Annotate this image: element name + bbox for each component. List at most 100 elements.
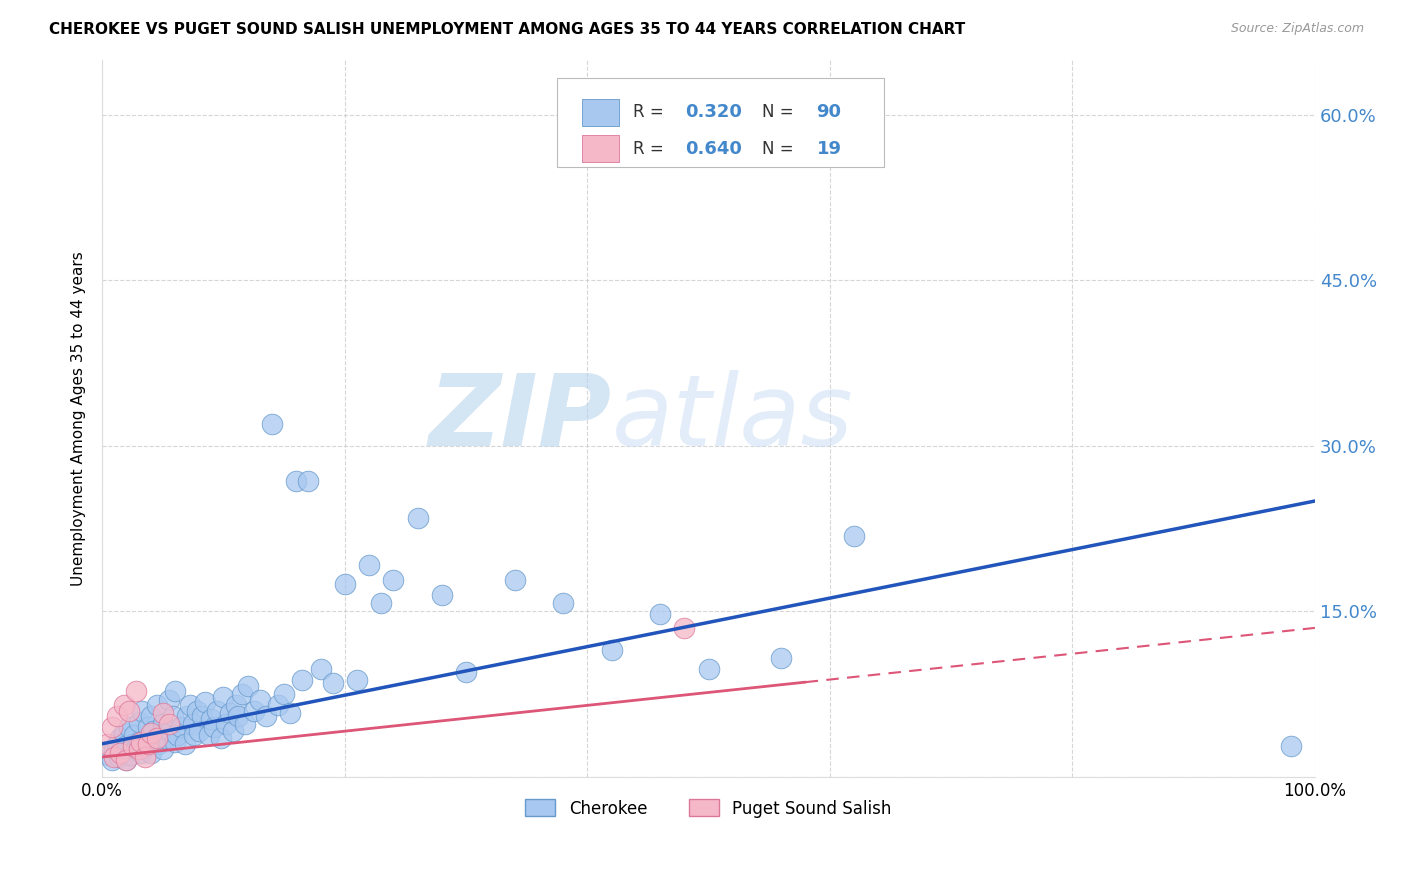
Point — [207, 704, 229, 718]
Point — [136, 737, 159, 751]
FancyBboxPatch shape — [557, 78, 884, 167]
Point — [121, 737, 143, 751]
Point — [183, 728, 205, 742]
Point — [503, 574, 526, 588]
Point — [129, 734, 152, 748]
Point — [162, 709, 184, 723]
Point — [170, 720, 193, 734]
Point — [149, 728, 172, 742]
Point — [103, 742, 125, 756]
Point — [152, 717, 174, 731]
Point — [186, 704, 208, 718]
Point — [212, 690, 235, 705]
Point — [243, 704, 266, 718]
FancyBboxPatch shape — [582, 135, 619, 162]
Text: 0.320: 0.320 — [686, 103, 742, 121]
Point — [122, 728, 145, 742]
Text: 90: 90 — [817, 103, 842, 121]
Point — [406, 510, 429, 524]
Point — [249, 692, 271, 706]
Point — [291, 673, 314, 687]
Point — [105, 737, 128, 751]
Point — [202, 720, 225, 734]
Point — [155, 731, 177, 746]
Point — [382, 574, 405, 588]
Point — [200, 713, 222, 727]
Text: Source: ZipAtlas.com: Source: ZipAtlas.com — [1230, 22, 1364, 36]
Point — [121, 739, 143, 753]
Point — [254, 709, 277, 723]
Point — [110, 746, 132, 760]
Point — [129, 746, 152, 760]
Point — [112, 725, 135, 739]
Point — [101, 753, 124, 767]
Point — [125, 742, 148, 756]
Point — [322, 676, 344, 690]
Point — [146, 731, 169, 746]
Text: 0.640: 0.640 — [686, 140, 742, 158]
Point — [198, 728, 221, 742]
Point — [697, 662, 720, 676]
Point — [454, 665, 477, 679]
Point — [115, 753, 138, 767]
Point — [159, 723, 181, 738]
Point — [226, 709, 249, 723]
Point — [101, 720, 124, 734]
Point — [173, 737, 195, 751]
Point — [120, 747, 142, 762]
Point — [163, 734, 186, 748]
Point — [96, 737, 118, 751]
Point — [278, 706, 301, 720]
Point — [136, 720, 159, 734]
Point — [218, 706, 240, 720]
Point — [143, 734, 166, 748]
Y-axis label: Unemployment Among Ages 35 to 44 years: Unemployment Among Ages 35 to 44 years — [72, 251, 86, 586]
Point — [146, 737, 169, 751]
Text: ZIP: ZIP — [429, 369, 612, 467]
Point — [231, 687, 253, 701]
Point — [166, 728, 188, 742]
Point — [105, 709, 128, 723]
Point — [233, 717, 256, 731]
Point — [157, 692, 180, 706]
Point — [118, 720, 141, 734]
Text: 19: 19 — [817, 140, 842, 158]
Point — [188, 723, 211, 738]
Point — [128, 734, 150, 748]
Point — [157, 717, 180, 731]
Point — [134, 750, 156, 764]
Point — [125, 683, 148, 698]
Point — [225, 698, 247, 713]
Text: CHEROKEE VS PUGET SOUND SALISH UNEMPLOYMENT AMONG AGES 35 TO 44 YEARS CORRELATIO: CHEROKEE VS PUGET SOUND SALISH UNEMPLOYM… — [49, 22, 966, 37]
Point — [181, 717, 204, 731]
Point — [267, 698, 290, 713]
Text: N =: N = — [762, 140, 799, 158]
Text: atlas: atlas — [612, 369, 853, 467]
Point — [110, 746, 132, 760]
Point — [190, 709, 212, 723]
Legend: Cherokee, Puget Sound Salish: Cherokee, Puget Sound Salish — [517, 791, 900, 826]
Point — [430, 588, 453, 602]
Point — [176, 709, 198, 723]
Point — [551, 595, 574, 609]
Point — [97, 747, 120, 762]
Point — [142, 723, 165, 738]
Point — [108, 750, 131, 764]
Point — [333, 576, 356, 591]
Point — [1279, 739, 1302, 753]
Point — [152, 706, 174, 720]
Point — [110, 731, 132, 746]
FancyBboxPatch shape — [582, 99, 619, 126]
Point — [285, 474, 308, 488]
Point — [273, 687, 295, 701]
Point — [152, 742, 174, 756]
Point — [297, 474, 319, 488]
Point — [139, 746, 162, 760]
Point — [112, 698, 135, 713]
Point — [128, 742, 150, 756]
Point — [770, 650, 793, 665]
Point — [103, 750, 125, 764]
Text: R =: R = — [633, 103, 669, 121]
Point — [139, 709, 162, 723]
Point — [236, 679, 259, 693]
